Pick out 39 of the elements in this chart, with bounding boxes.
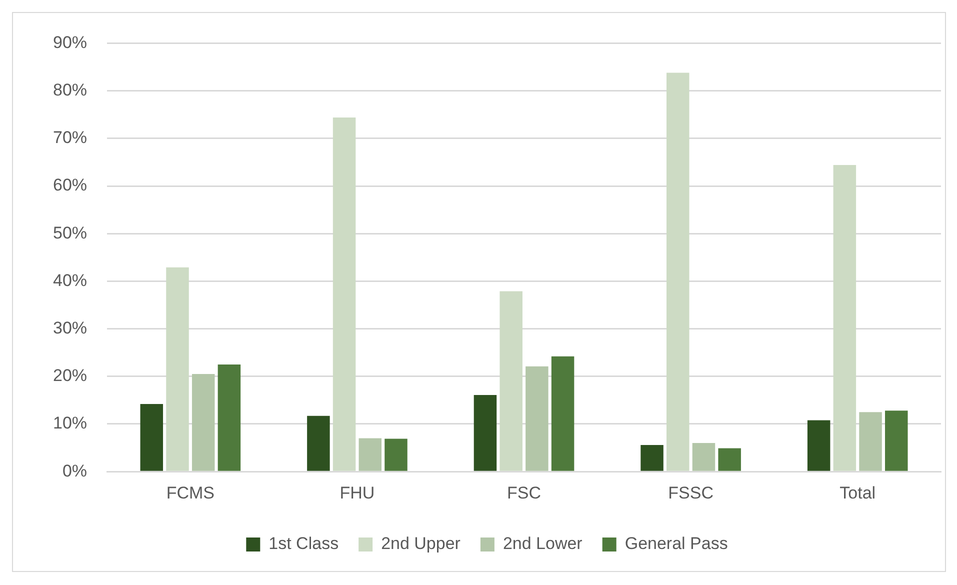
bar [474,394,497,471]
bar [666,72,690,471]
bar [218,364,241,471]
x-tick-label: FCMS [166,483,215,502]
bar [500,291,522,471]
y-tick-label: 90% [52,32,88,52]
bar [885,410,908,471]
bar [192,374,215,471]
bar [358,438,382,471]
legend-label: General Pass [624,534,728,554]
bar [551,356,574,471]
y-tick-label: 0% [62,461,88,480]
y-tick-label: 10% [52,414,88,433]
x-tick-label: FSC [507,483,542,502]
bar [692,443,716,471]
y-tick-label: 60% [52,176,88,195]
y-tick-label: 30% [52,318,88,338]
legend-label: 2nd Lower [502,534,583,554]
x-tick-label: Total [840,483,876,502]
y-tick-label: 40% [52,270,88,290]
bar [833,165,856,471]
legend-label: 2nd Upper [381,534,461,554]
x-tick-label: FSSC [668,483,714,502]
y-tick-label: 80% [52,80,88,100]
bar [526,366,548,471]
y-tick-label: 20% [52,366,88,386]
y-tick-label: 50% [52,223,88,242]
y-tick-label: 70% [52,128,88,148]
bar [807,420,830,471]
bar [859,412,882,471]
bar [140,404,164,471]
bar [307,416,330,471]
bar [384,438,408,471]
legend-label: 1st Class [268,534,339,554]
bar [640,444,664,471]
bar [332,117,356,471]
bar [166,267,189,471]
bar [718,448,741,471]
x-tick-label: FHU [340,483,375,502]
